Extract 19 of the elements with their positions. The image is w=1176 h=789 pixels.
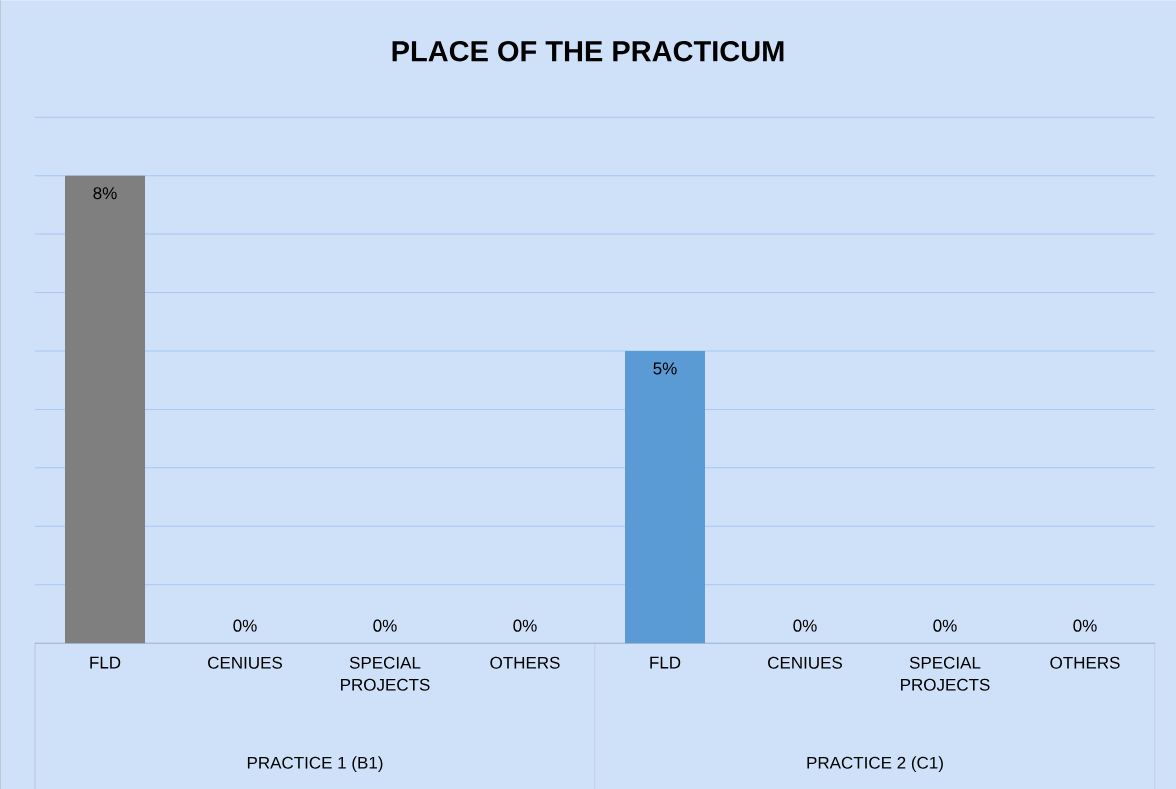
data-label: 0% <box>233 619 257 632</box>
x-tick-label: SPECIAL PROJECTS <box>341 656 430 691</box>
x-tick-label: SPECIAL PROJECTS <box>901 656 990 691</box>
data-label: 0% <box>373 619 397 632</box>
data-label: 0% <box>793 619 817 632</box>
text: PRACTICE 1 (B1) <box>247 756 383 772</box>
data-label: 0% <box>513 619 537 632</box>
x-tick-label: FLD <box>650 656 681 669</box>
x-tick-label: OTHERS <box>490 656 560 669</box>
x-tick-label: OTHERS <box>1050 656 1120 669</box>
data-label: 0% <box>1073 619 1097 632</box>
x-tick-label: CENIUES <box>768 656 842 669</box>
x-tick-label: FLD <box>90 656 121 669</box>
data-label: 5% <box>653 362 677 375</box>
data-label: 0% <box>933 619 957 632</box>
x-tick-label: CENIUES <box>208 656 282 669</box>
data-label: 8% <box>93 186 117 200</box>
chart-title: PLACE OF THE PRACTICUM <box>392 40 784 62</box>
text: PRACTICE 2 (C1) <box>807 756 943 772</box>
